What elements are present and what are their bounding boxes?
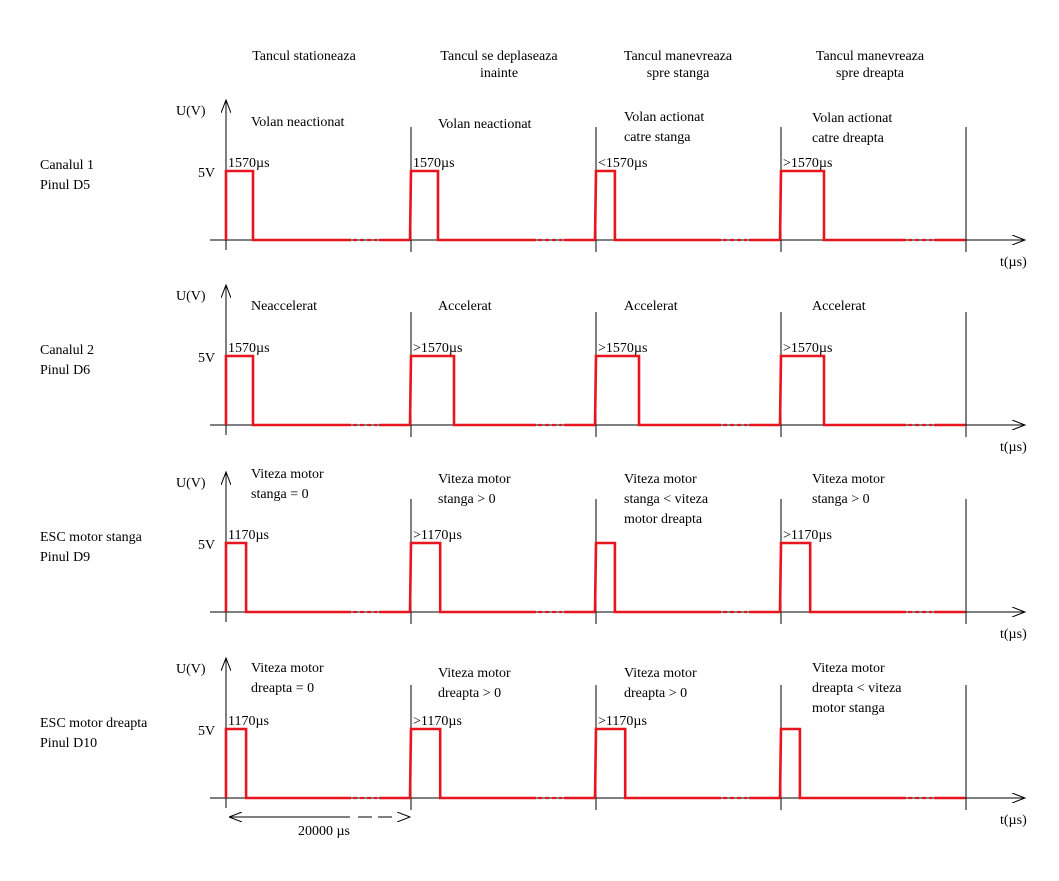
x-axis-label: t(µs) bbox=[1000, 255, 1027, 270]
pulse-width-label: 1570µs bbox=[228, 341, 270, 356]
state-description: Viteza motor bbox=[251, 661, 324, 676]
state-description: catre stanga bbox=[624, 130, 691, 145]
pulse-width-label: >1570µs bbox=[413, 341, 462, 356]
pulse-width-label: >1170µs bbox=[783, 528, 832, 543]
state-description: stanga = 0 bbox=[251, 487, 309, 502]
scenario-header: Tancul manevreaza bbox=[624, 49, 733, 64]
pulse-width-label: 1570µs bbox=[413, 156, 455, 171]
state-description: motor dreapta bbox=[624, 512, 703, 527]
channel-row: Canalul 2 Pinul D6 U(V) 5V t(µs) 1570µs >1570µ… bbox=[40, 285, 1027, 455]
pulse-width-label: >1170µs bbox=[598, 714, 647, 729]
state-description: Viteza motor bbox=[251, 467, 324, 482]
level-label: 5V bbox=[198, 166, 215, 181]
state-description: Volan actionat bbox=[812, 111, 892, 126]
state-description: Viteza motor bbox=[438, 666, 511, 681]
pulse-width-label: >1570µs bbox=[783, 156, 832, 171]
channel-name: Canalul 1 bbox=[40, 158, 94, 173]
period-label: 20000 µs bbox=[298, 824, 350, 839]
channel-name: ESC motor dreapta bbox=[40, 716, 148, 731]
scenario-header: inainte bbox=[480, 66, 518, 81]
signal-rows: Canalul 1 Pinul D5 U(V) 5V t(µs) 1570µs 1570µs… bbox=[40, 100, 1027, 828]
pulse-width-label: >1170µs bbox=[413, 714, 462, 729]
pwm-signal bbox=[224, 541, 965, 614]
state-description: catre dreapta bbox=[812, 131, 885, 146]
scenario-header: Tancul manevreaza bbox=[816, 49, 925, 64]
pulse-width-label: >1570µs bbox=[783, 341, 832, 356]
state-description: Viteza motor bbox=[624, 472, 697, 487]
state-description: Accelerat bbox=[438, 299, 492, 314]
state-description: stanga > 0 bbox=[438, 492, 496, 507]
channel-name: Pinul D9 bbox=[40, 550, 90, 565]
y-axis-label: U(V) bbox=[176, 476, 206, 491]
pwm-signal bbox=[224, 354, 965, 427]
channel-row: Canalul 1 Pinul D5 U(V) 5V t(µs) 1570µs 1570µs… bbox=[40, 100, 1027, 270]
y-axis-label: U(V) bbox=[176, 104, 206, 119]
scenario-header: spre dreapta bbox=[836, 66, 905, 81]
state-description: motor stanga bbox=[812, 701, 885, 716]
scenario-headers: Tancul stationeaza Tancul se deplaseaza … bbox=[252, 49, 925, 81]
channel-name: Pinul D6 bbox=[40, 363, 90, 378]
state-description: stanga < viteza bbox=[624, 492, 709, 507]
scenario-header: Tancul stationeaza bbox=[252, 49, 356, 64]
pwm-signal bbox=[224, 727, 965, 800]
state-description: stanga > 0 bbox=[812, 492, 870, 507]
level-label: 5V bbox=[198, 538, 215, 553]
pulse-width-label: >1170µs bbox=[413, 528, 462, 543]
y-axis-label: U(V) bbox=[176, 289, 206, 304]
channel-row: ESC motor dreapta Pinul D10 U(V) 5V t(µs) 117… bbox=[40, 658, 1027, 828]
pulse-width-label: 1170µs bbox=[228, 714, 269, 729]
period-annotation: 20000 µs bbox=[230, 817, 410, 839]
x-axis-label: t(µs) bbox=[1000, 813, 1027, 828]
channel-name: Pinul D10 bbox=[40, 736, 97, 751]
x-axis-label: t(µs) bbox=[1000, 627, 1027, 642]
channel-name: ESC motor stanga bbox=[40, 530, 143, 545]
state-description: Viteza motor bbox=[812, 661, 885, 676]
pulse-width-label: >1570µs bbox=[598, 341, 647, 356]
state-description: Volan actionat bbox=[624, 110, 704, 125]
state-description: dreapta > 0 bbox=[624, 686, 687, 701]
x-axis-label: t(µs) bbox=[1000, 440, 1027, 455]
scenario-header: spre stanga bbox=[647, 66, 710, 81]
level-label: 5V bbox=[198, 724, 215, 739]
scenario-header: Tancul se deplaseaza bbox=[440, 49, 558, 64]
pwm-signal bbox=[224, 169, 965, 242]
y-axis-label: U(V) bbox=[176, 662, 206, 677]
state-description: Viteza motor bbox=[438, 472, 511, 487]
state-description: Neaccelerat bbox=[251, 299, 317, 314]
state-description: Volan neactionat bbox=[251, 115, 345, 130]
state-description: Viteza motor bbox=[812, 472, 885, 487]
level-label: 5V bbox=[198, 351, 215, 366]
state-description: dreapta < viteza bbox=[812, 681, 902, 696]
state-description: Accelerat bbox=[624, 299, 678, 314]
channel-name: Pinul D5 bbox=[40, 178, 90, 193]
state-description: dreapta = 0 bbox=[251, 681, 314, 696]
channel-name: Canalul 2 bbox=[40, 343, 94, 358]
pulse-width-label: 1570µs bbox=[228, 156, 270, 171]
channel-row: ESC motor stanga Pinul D9 U(V) 5V t(µs) 1170µ… bbox=[40, 467, 1027, 642]
state-description: Viteza motor bbox=[624, 666, 697, 681]
pulse-width-label: 1170µs bbox=[228, 528, 269, 543]
pulse-width-label: <1570µs bbox=[598, 156, 647, 171]
state-description: dreapta > 0 bbox=[438, 686, 501, 701]
state-description: Accelerat bbox=[812, 299, 866, 314]
state-description: Volan neactionat bbox=[438, 117, 532, 132]
